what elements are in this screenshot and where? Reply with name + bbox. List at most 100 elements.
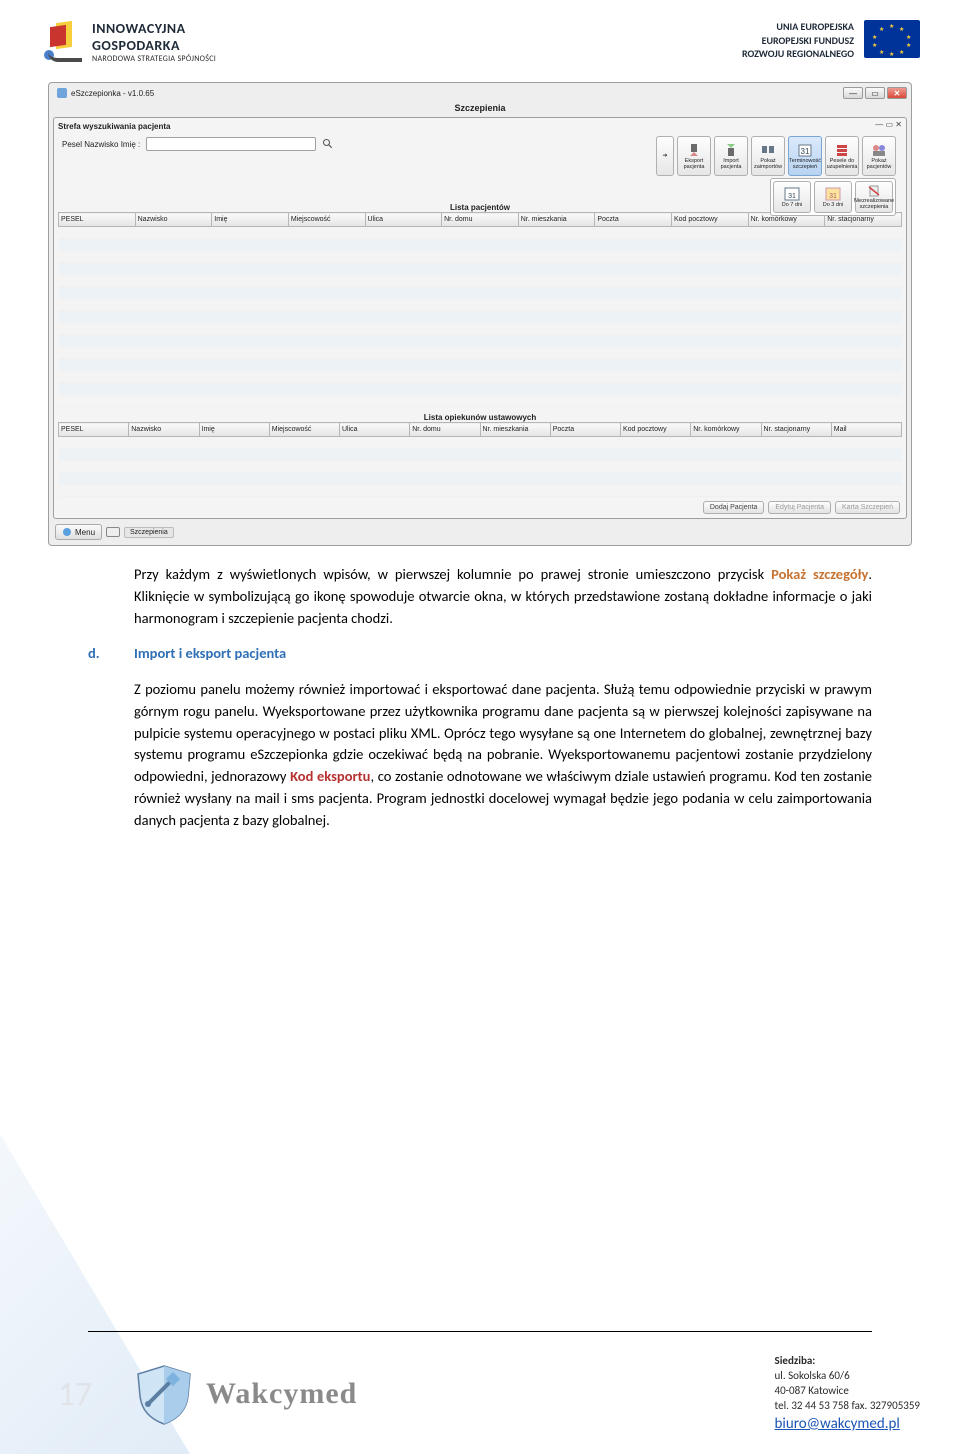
footer-address: Siedziba: ul. Sokolska 60/6 40-087 Katow… — [775, 1354, 920, 1434]
addr-l1: ul. Sokolska 60/6 — [775, 1369, 920, 1384]
col-header[interactable]: Ulica — [365, 213, 442, 227]
p1-orange: Pokaż szczegóły — [771, 565, 868, 583]
table-row[interactable] — [59, 299, 902, 311]
toolbar-expand-button[interactable]: ➔ — [656, 136, 674, 176]
do-3-dni-label: Do 3 dni — [823, 203, 844, 209]
addr-head: Siedziba: — [775, 1354, 920, 1369]
col-header[interactable]: Kod pocztowy — [621, 423, 691, 437]
toolbar-show-patients[interactable]: Pokaż pacjentów — [862, 136, 896, 176]
col-header[interactable]: Nr. mieszkania — [480, 423, 550, 437]
footer-logo: Wakcymed — [130, 1362, 357, 1426]
app-icon — [57, 88, 67, 98]
table-row[interactable] — [59, 323, 902, 335]
col-header[interactable]: Miejscowość — [288, 213, 365, 227]
col-header[interactable]: Poczta — [550, 423, 620, 437]
table-row[interactable] — [59, 335, 902, 347]
maximize-button[interactable]: ▭ — [865, 87, 885, 99]
toolbar-export-patient[interactable]: Eksport pacjenta — [677, 136, 711, 176]
pesele-uzup-icon — [834, 142, 850, 158]
table-row[interactable] — [59, 461, 902, 473]
show-patients-label: Pokaż pacjentów — [864, 159, 894, 170]
do-7-dni-icon: 31 — [784, 186, 800, 202]
panel-controls[interactable]: — ▭ ✕ — [875, 120, 902, 129]
minimize-button[interactable]: — — [843, 87, 863, 99]
table-row[interactable] — [59, 275, 902, 287]
table-row[interactable] — [59, 287, 902, 299]
table-row[interactable] — [59, 371, 902, 383]
keyboard-icon[interactable] — [106, 527, 120, 537]
col-header[interactable]: PESEL — [59, 423, 129, 437]
section-d-heading: d. Import i eksport pacjenta — [88, 643, 872, 665]
table-row[interactable] — [59, 263, 902, 275]
page-number: 17 — [40, 1374, 110, 1415]
guardians-table: PESELNazwiskoImięMiejscowośćUlicaNr. dom… — [58, 422, 902, 497]
p2-red: Kod eksportu — [290, 767, 370, 785]
table-row[interactable] — [59, 239, 902, 251]
section-d-label: d. — [88, 643, 122, 665]
col-header[interactable]: Nr. stacjonarny — [761, 423, 831, 437]
eu-flag-icon: ★★ ★★ ★★ ★★ ★★ — [864, 20, 920, 58]
logo-eu-text: UNIA EUROPEJSKA EUROPEJSKI FUNDUSZ ROZWO… — [742, 20, 854, 61]
table-row[interactable] — [59, 383, 902, 395]
table-row[interactable] — [59, 473, 902, 485]
logo-eu: UNIA EUROPEJSKA EUROPEJSKI FUNDUSZ ROZWO… — [742, 20, 920, 64]
col-header[interactable]: Nr. domu — [442, 213, 519, 227]
close-button[interactable]: ✕ — [887, 87, 907, 99]
addr-l3: tel. 32 44 53 758 fax. 327905359 — [775, 1399, 920, 1414]
table-row[interactable] — [59, 347, 902, 359]
table-row[interactable] — [59, 437, 902, 449]
p1-a: Przy każdym z wyświetlonych wpisów, w pi… — [134, 565, 771, 583]
section-d-title: Import i eksport pacjenta — [134, 643, 286, 665]
col-header[interactable]: Ulica — [340, 423, 410, 437]
menu-button[interactable]: Menu — [55, 524, 102, 540]
niezreal-icon — [866, 184, 882, 198]
do-7-dni-label: Do 7 dni — [782, 203, 803, 209]
svg-text:31: 31 — [801, 147, 810, 156]
submenu-do-3-dni[interactable]: 31Do 3 dni — [814, 181, 852, 213]
col-header[interactable]: Nr. domu — [410, 423, 480, 437]
search-icon[interactable] — [322, 138, 334, 150]
col-header[interactable]: Mail — [831, 423, 901, 437]
table-row[interactable] — [59, 449, 902, 461]
svg-text:31: 31 — [788, 193, 796, 200]
footer-email[interactable]: biuro@wakcymed.pl — [775, 1415, 900, 1433]
table-row[interactable] — [59, 485, 902, 497]
add-patient-button[interactable]: Dodaj Pacjenta — [703, 501, 764, 514]
guardians-table-body — [59, 437, 902, 497]
table-row[interactable] — [59, 359, 902, 371]
toolbar-terminowosc[interactable]: 31Terminowość szczepień — [788, 136, 822, 176]
action-buttons: Dodaj Pacjenta Edytuj Pacjenta Karta Szc… — [58, 497, 902, 514]
module-title: Szczepienia — [51, 101, 909, 115]
footer-divider — [88, 1331, 872, 1332]
card-button[interactable]: Karta Szczepień — [835, 501, 900, 514]
table-row[interactable] — [59, 251, 902, 263]
logo-right-line1: UNIA EUROPEJSKA — [742, 20, 854, 34]
col-header[interactable]: Imię — [212, 213, 289, 227]
toolbar-import-patient[interactable]: Import pacjenta — [714, 136, 748, 176]
guardians-table-header-row: PESELNazwiskoImięMiejscowośćUlicaNr. dom… — [59, 423, 902, 437]
col-header[interactable]: Nazwisko — [129, 423, 199, 437]
logo-left-line2: GOSPODARKA — [92, 37, 216, 54]
table-row[interactable] — [59, 227, 902, 239]
col-header[interactable]: Kod pocztowy — [672, 213, 749, 227]
submenu-niezreal[interactable]: Niezrealizowane szczepienia — [855, 181, 893, 213]
table-row[interactable] — [59, 395, 902, 407]
shield-icon — [130, 1362, 198, 1426]
toolbar-show-imports[interactable]: Pokaż zaimportów — [751, 136, 785, 176]
tab-chip[interactable]: Szczepienia — [124, 527, 174, 538]
col-header[interactable]: Nr. mieszkania — [518, 213, 595, 227]
col-header[interactable]: PESEL — [59, 213, 136, 227]
col-header[interactable]: Nazwisko — [135, 213, 212, 227]
search-input[interactable] — [146, 137, 316, 151]
col-header[interactable]: Miejscowość — [269, 423, 339, 437]
col-header[interactable]: Nr. komórkowy — [691, 423, 761, 437]
table-row[interactable] — [59, 311, 902, 323]
export-patient-icon — [686, 142, 702, 158]
app-footer: Menu Szczepienia — [51, 521, 909, 543]
col-header[interactable]: Poczta — [595, 213, 672, 227]
import-patient-icon — [723, 142, 739, 158]
edit-patient-button[interactable]: Edytuj Pacjenta — [768, 501, 831, 514]
col-header[interactable]: Imię — [199, 423, 269, 437]
submenu-do-7-dni[interactable]: 31 Do 7 dni — [773, 181, 811, 213]
toolbar-pesele-uzup[interactable]: Pesele do uzupełnienia — [825, 136, 859, 176]
